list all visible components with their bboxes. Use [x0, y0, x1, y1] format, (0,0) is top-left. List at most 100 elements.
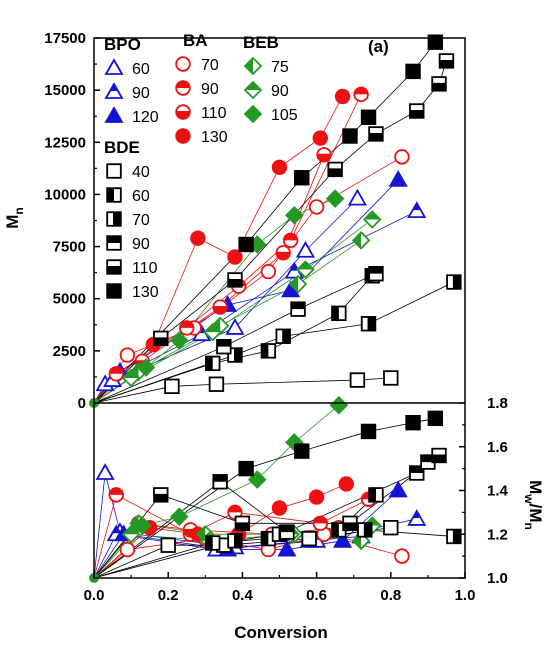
series-bde-40-mn-point-2: [349, 372, 366, 388]
series-bde-110-mn-point-0: [153, 330, 169, 347]
series-bde-110-pdi-point-1: [234, 515, 251, 532]
series-bde-70-mn-point-1: [275, 328, 291, 344]
series-bde-60-mn-point-0: [205, 355, 221, 372]
series-markers: [89, 34, 462, 583]
series-bde-40-pdi-point-2: [301, 530, 317, 547]
x-tick-label: 0.6: [306, 587, 327, 604]
series-bde-130-mn-point-3: [360, 109, 377, 125]
legend-label: 90: [132, 236, 150, 253]
axis-tick-labels: 0.0 0.2 0.4 0.6 0.8 1.0 0 2500 5000 7500 10000 1250…: [44, 30, 508, 604]
series-beb-105-mn-point-1: [170, 331, 189, 350]
legend-marker-bde-110: [106, 259, 122, 275]
legend-marker-bde-60: [106, 187, 122, 203]
legend-marker-beb-90: [243, 80, 263, 100]
x-tick-label: 0.2: [158, 587, 179, 604]
series-bde-110-mn-point-3: [368, 126, 384, 142]
series-ba-90-mn-point-3: [282, 232, 299, 249]
legend-group-ba: BA 70 90 110 130: [175, 31, 228, 146]
series-bde-60-pdi-point-0: [205, 535, 221, 551]
y-bottom-tick-label: 1.6: [487, 439, 508, 456]
legend-label: 60: [132, 188, 150, 205]
series-ba-90-pdi-line: [93, 494, 369, 579]
series-ba-90-mn-point-1: [179, 320, 195, 336]
legend-marker-bpo-120: [104, 106, 124, 123]
series-bde-130-mn-point-1: [294, 170, 310, 186]
series-bde-90-pdi-point-0: [212, 474, 228, 490]
y-top-tick-label: 12500: [44, 134, 86, 151]
series-bde-90-mn-line: [93, 273, 377, 404]
series-ba-90-mn-point-0: [108, 366, 124, 382]
y-bottom-tick-label: 1.2: [487, 526, 508, 543]
series-ba-70-pdi-point-0: [119, 541, 136, 558]
x-axis-title: Conversion: [234, 623, 328, 642]
series-beb-105-pdi-point-4: [329, 395, 349, 415]
legend-label: 70: [201, 57, 219, 74]
series-ba-70-pdi-point-4: [394, 548, 410, 564]
series-bde-90-mn-point-2: [368, 265, 384, 282]
y-bottom-tick-label: 1.4: [487, 483, 509, 500]
series-ba-130-pdi-point-3: [271, 500, 288, 516]
series-ba-130-pdi-point-4: [308, 489, 325, 505]
y-axis-title-bottom-sep: /M: [526, 504, 545, 523]
legend-group-beb: BEB 75 90 105: [243, 33, 298, 124]
series-bde-60-mn-point-1: [260, 343, 277, 359]
series-beb-90-mn-point-3: [362, 210, 382, 229]
series-beb-75-mn-point-3: [351, 231, 371, 250]
legend-group-title: BDE: [104, 138, 140, 157]
series-beb-105-pdi-point-1: [170, 507, 189, 527]
y-axis-title-bottom-main: M: [526, 480, 545, 494]
series-bde-110-mn-point-4: [409, 103, 425, 119]
y-axis-title-bottom-sub1: w: [522, 493, 536, 504]
series-beb-75-mn-point-2: [288, 274, 308, 294]
legend-marker-bpo-90: [104, 82, 124, 99]
series-ba-70-mn-point-0: [119, 347, 136, 363]
series-bpo-120-mn-point-3: [388, 170, 408, 187]
legend-group-title: BPO: [104, 35, 141, 54]
series-ba-70-mn-point-2: [260, 263, 277, 280]
series-bde-110-pdi-point-2: [342, 515, 358, 532]
legend-label: 70: [132, 212, 150, 229]
y-top-tick-label: 5000: [53, 291, 86, 308]
x-tick-label: 0.4: [232, 587, 254, 604]
series-bde-130-pdi-point-3: [405, 414, 421, 431]
x-tick-label: 1.0: [455, 587, 476, 604]
legend-label: 130: [132, 284, 159, 301]
series-bpo-60-mn-point-1: [225, 318, 245, 335]
series-bpo-120-pdi-point-3: [333, 530, 353, 548]
legend-group-bpo: BPO 60 90 120: [104, 35, 159, 126]
series-ba-110-mn-point-1: [212, 299, 228, 315]
series-bde-90-mn-point-0: [216, 338, 232, 355]
series-beb-105-mn-point-0: [136, 358, 156, 377]
series-ba-90-pdi-point-0: [108, 487, 124, 503]
legend-label: 130: [201, 129, 228, 146]
series-bde-130-mn-point-0: [238, 236, 254, 253]
legend-marker-beb-105: [243, 104, 263, 124]
series-bde-70-mn-point-2: [360, 316, 377, 332]
series-bde-130-mn-point-2: [342, 128, 358, 144]
legend: BPO 60 90 120 BA 70 90 110 130 BEB 75 90 105 BDE 40 60 7…: [104, 31, 298, 301]
legend-label: 105: [271, 107, 298, 124]
series-ba-130-mn-point-1: [190, 230, 206, 246]
series-bde-70-mn-point-3: [446, 274, 462, 290]
series-bde-70-mn-point-0: [227, 347, 243, 363]
series-bde-130-pdi-point-2: [360, 423, 377, 440]
series-bpo-60-mn-point-3: [347, 188, 367, 206]
legend-group-title: BEB: [243, 33, 279, 52]
series-bde-40-mn-point-1: [208, 376, 225, 392]
y-axis-title-top-main: M: [3, 215, 22, 229]
series-bde-90-mn-point-1: [290, 301, 306, 317]
series-ba-70-mn-point-4: [394, 149, 410, 165]
series-beb-90-mn-point-0: [121, 368, 141, 388]
series-bde-130-pdi-point-0: [238, 460, 254, 477]
legend-marker-ba-90: [175, 80, 191, 96]
series-ba-130-mn-point-4: [312, 130, 329, 146]
series-bde-70-pdi-point-0: [227, 533, 243, 549]
series-bde-110-mn-point-6: [438, 53, 455, 69]
series-bde-90-pdi-point-2: [409, 465, 425, 481]
series-bde-40-pdi-point-3: [383, 519, 399, 536]
series-beb-90-mn-point-1: [203, 322, 222, 342]
series-ba-70-mn-point-3: [308, 199, 325, 215]
legend-label: 110: [201, 105, 227, 122]
series-bpo-90-pdi-point-3: [407, 509, 427, 526]
